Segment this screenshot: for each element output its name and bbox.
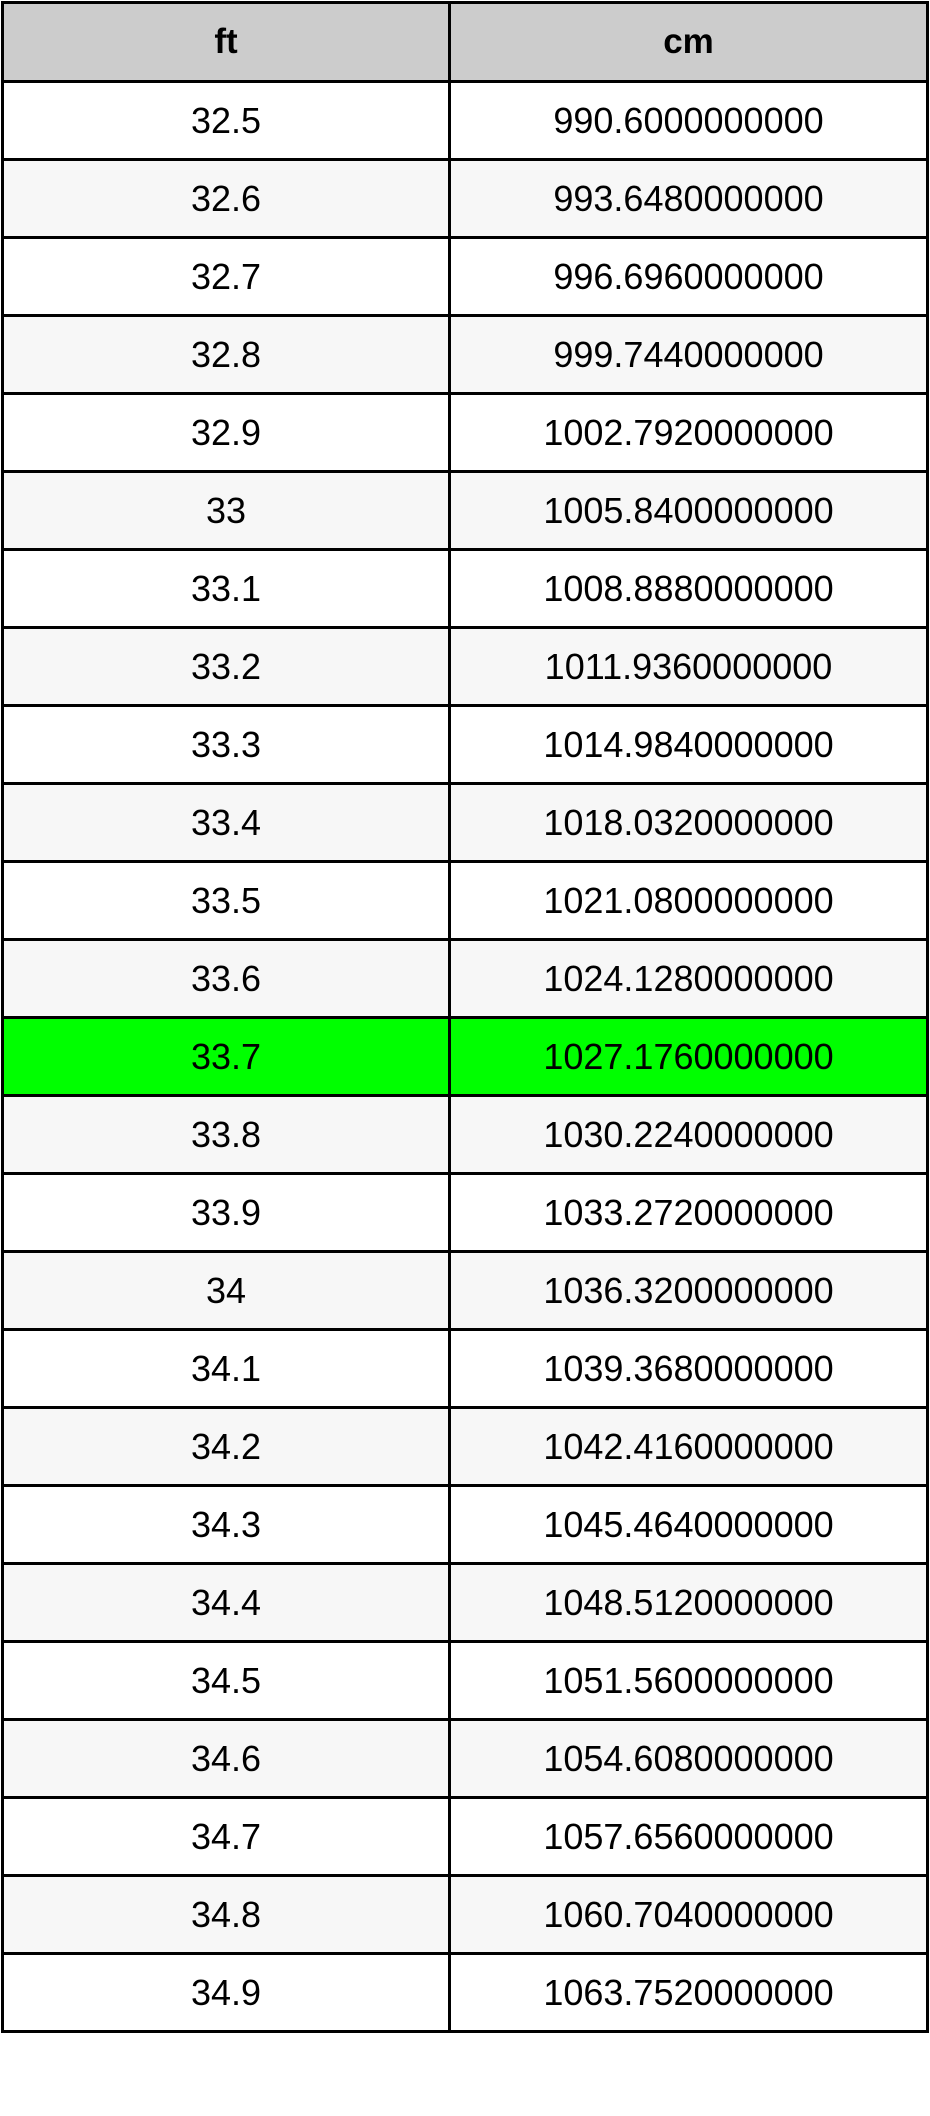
cell-ft: 34.1 [1,1328,451,1409]
cell-ft: 34.3 [1,1484,451,1565]
cell-cm: 993.6480000000 [448,158,929,239]
cell-ft: 34 [1,1250,451,1331]
cell-cm: 1048.5120000000 [448,1562,929,1643]
table-row: 34.7 1057.6560000000 [1,1796,929,1877]
table-row: 33.6 1024.1280000000 [1,938,929,1019]
cell-cm: 1002.7920000000 [448,392,929,473]
cell-ft: 32.7 [1,236,451,317]
cell-cm: 1005.8400000000 [448,470,929,551]
cell-ft: 33.5 [1,860,451,941]
cell-ft: 33 [1,470,451,551]
table-row: 33.1 1008.8880000000 [1,548,929,629]
table-row: 33 1005.8400000000 [1,470,929,551]
table-row: 34.5 1051.5600000000 [1,1640,929,1721]
cell-cm: 1024.1280000000 [448,938,929,1019]
cell-cm: 1051.5600000000 [448,1640,929,1721]
cell-cm: 1039.3680000000 [448,1328,929,1409]
table-row: 32.6 993.6480000000 [1,158,929,239]
cell-ft: 33.8 [1,1094,451,1175]
cell-cm: 1060.7040000000 [448,1874,929,1955]
table-row: 32.7 996.6960000000 [1,236,929,317]
cell-ft: 34.9 [1,1952,451,2033]
cell-cm: 1011.9360000000 [448,626,929,707]
cell-cm: 1021.0800000000 [448,860,929,941]
table-row: 34 1036.3200000000 [1,1250,929,1331]
cell-cm: 1054.6080000000 [448,1718,929,1799]
cell-cm: 1033.2720000000 [448,1172,929,1253]
cell-cm: 1014.9840000000 [448,704,929,785]
cell-cm: 999.7440000000 [448,314,929,395]
cell-ft: 33.1 [1,548,451,629]
conversion-table: ft cm 32.5 990.6000000000 32.6 993.64800000… [1,1,929,2033]
cell-cm: 1045.4640000000 [448,1484,929,1565]
table-row: 34.9 1063.7520000000 [1,1952,929,2033]
cell-cm: 1042.4160000000 [448,1406,929,1487]
table-row-highlighted: 33.7 1027.1760000000 [1,1016,929,1097]
table-row: 34.8 1060.7040000000 [1,1874,929,1955]
table-row: 33.5 1021.0800000000 [1,860,929,941]
cell-cm: 996.6960000000 [448,236,929,317]
cell-ft: 34.6 [1,1718,451,1799]
table-row: 32.8 999.7440000000 [1,314,929,395]
cell-ft: 33.3 [1,704,451,785]
cell-ft: 32.6 [1,158,451,239]
cell-ft: 33.4 [1,782,451,863]
cell-ft: 33.9 [1,1172,451,1253]
cell-ft: 33.6 [1,938,451,1019]
cell-ft: 34.7 [1,1796,451,1877]
table-row: 32.9 1002.7920000000 [1,392,929,473]
cell-cm: 1027.1760000000 [448,1016,929,1097]
table-row: 34.2 1042.4160000000 [1,1406,929,1487]
cell-cm: 1018.0320000000 [448,782,929,863]
cell-cm: 1036.3200000000 [448,1250,929,1331]
table-row: 34.3 1045.4640000000 [1,1484,929,1565]
table-row: 34.6 1054.6080000000 [1,1718,929,1799]
table-row: 33.9 1033.2720000000 [1,1172,929,1253]
cell-ft: 34.5 [1,1640,451,1721]
table-row: 33.3 1014.9840000000 [1,704,929,785]
cell-cm: 1008.8880000000 [448,548,929,629]
table-row: 32.5 990.6000000000 [1,80,929,161]
cell-ft: 33.2 [1,626,451,707]
cell-cm: 1063.7520000000 [448,1952,929,2033]
cell-ft: 32.5 [1,80,451,161]
cell-ft: 34.2 [1,1406,451,1487]
table-row: 34.1 1039.3680000000 [1,1328,929,1409]
cell-ft: 34.8 [1,1874,451,1955]
header-cm: cm [448,1,929,83]
cell-ft: 34.4 [1,1562,451,1643]
cell-cm: 1030.2240000000 [448,1094,929,1175]
header-ft: ft [1,1,451,83]
cell-ft: 32.8 [1,314,451,395]
table-row: 33.4 1018.0320000000 [1,782,929,863]
table-row: 33.2 1011.9360000000 [1,626,929,707]
cell-cm: 990.6000000000 [448,80,929,161]
table-header-row: ft cm [1,1,929,83]
table-row: 34.4 1048.5120000000 [1,1562,929,1643]
cell-ft: 32.9 [1,392,451,473]
cell-ft: 33.7 [1,1016,451,1097]
table-row: 33.8 1030.2240000000 [1,1094,929,1175]
cell-cm: 1057.6560000000 [448,1796,929,1877]
